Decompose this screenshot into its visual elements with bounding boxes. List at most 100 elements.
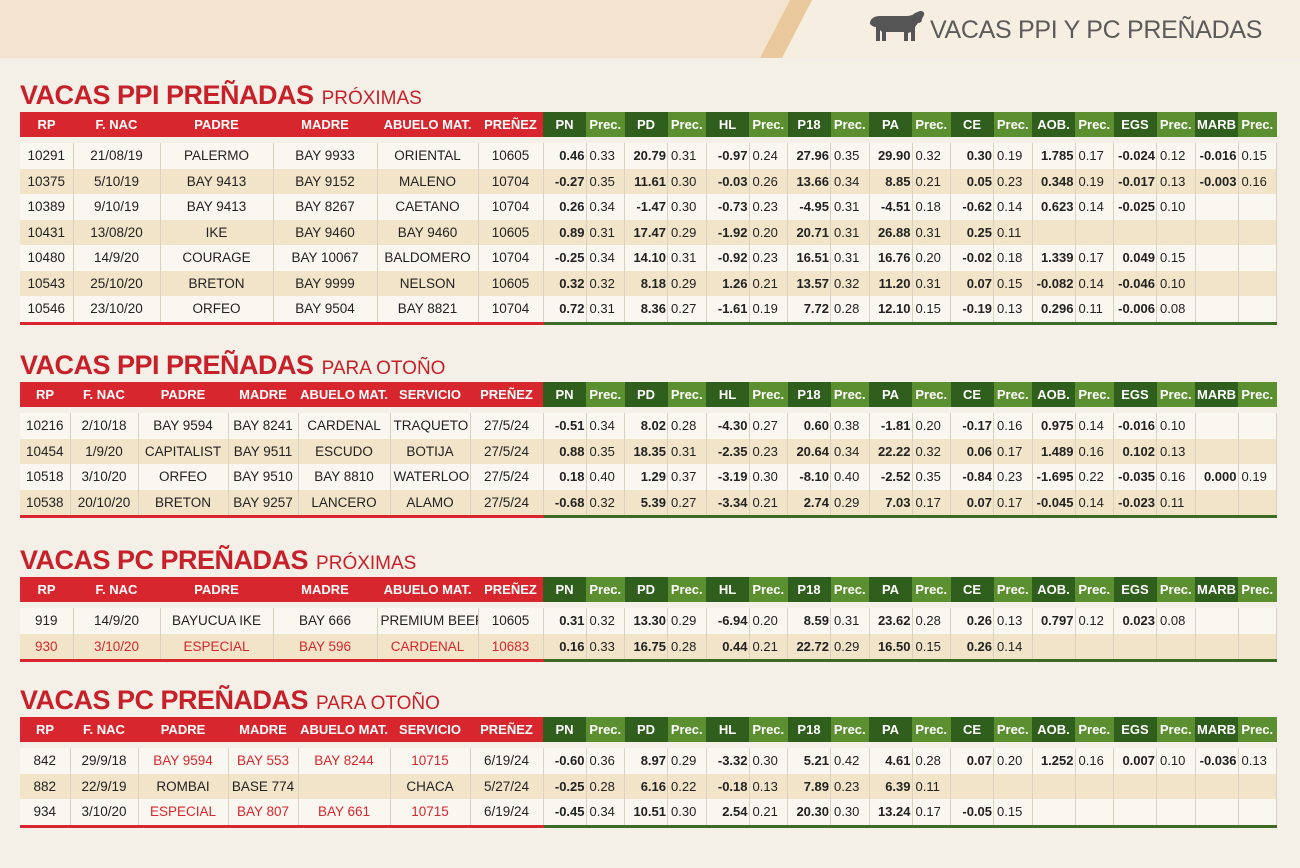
table-cell: 0.15: [993, 799, 1033, 828]
column-header: MADRE: [273, 577, 377, 602]
table-row: 10216 2/10/18 BAY 9594 BAY 8241 CARDENAL TRAQ…: [20, 413, 1277, 439]
table-cell: 0.13: [993, 296, 1033, 325]
table-cell: 0.16: [993, 413, 1033, 439]
table-cell: 20/10/20: [70, 489, 139, 518]
table-cell: -0.18: [706, 773, 750, 799]
column-header: PA: [869, 382, 912, 407]
table-cell: 0.11: [993, 219, 1033, 245]
table-cell: 1.785: [1032, 143, 1076, 169]
column-header: RP: [20, 717, 70, 742]
section-subtitle: PARA OTOÑO: [321, 358, 446, 379]
column-header: PN: [543, 717, 586, 742]
table-cell: 12.10: [869, 296, 913, 325]
table-row: 930 3/10/20 ESPECIAL BAY 596 CARDENAL 10683 0.…: [20, 633, 1277, 662]
table-cell: 10291: [20, 143, 74, 169]
table-cell: 0.29: [667, 608, 707, 634]
section-title-main: VACAS PC PREÑADAS: [20, 545, 309, 575]
table-cell: 0.25: [950, 219, 994, 245]
table-cell: [1238, 296, 1277, 325]
table-cell: 0.797: [1032, 608, 1076, 634]
table-cell: [1195, 489, 1239, 518]
table-cell: 0.17: [912, 489, 951, 518]
column-header: Prec.: [830, 382, 869, 407]
column-header: MARB: [1195, 382, 1238, 407]
table-cell: BOTIJA: [390, 438, 471, 464]
table-cell: 17.47: [624, 219, 668, 245]
table-cell: 919: [20, 608, 74, 634]
table-cell: BRETON: [138, 489, 229, 518]
table-row: 10546 23/10/20 ORFEO BAY 9504 BAY 8821 10704 0…: [20, 296, 1277, 325]
table-cell: 11.61: [624, 168, 668, 194]
table-cell: -0.025: [1113, 194, 1157, 220]
table-cell: [1238, 608, 1277, 634]
table-cell: 22/9/19: [70, 773, 139, 799]
table-cell: 0.10: [1156, 270, 1196, 296]
table-cell: 23/10/20: [73, 296, 161, 325]
table-cell: -0.92: [706, 245, 750, 271]
table-cell: BAY 9413: [160, 168, 274, 194]
column-header: Prec.: [912, 112, 951, 137]
table-cell: -0.016: [1113, 413, 1157, 439]
header-row: RP F. NAC PADRE MADRE ABUELO MAT. PREÑEZ PN Pre…: [20, 577, 1277, 602]
table-cell: 6.39: [869, 773, 913, 799]
table-cell: ORIENTAL: [377, 143, 479, 169]
table-cell: 0.18: [543, 464, 587, 490]
table-cell: 0.13: [1156, 168, 1196, 194]
table-cell: 0.15: [1238, 143, 1277, 169]
table-cell: -0.25: [543, 245, 587, 271]
table-cell: 10375: [20, 168, 74, 194]
table-row: 882 22/9/19 ROMBAI BASE 774 CHACA 5/27/24 -0.2…: [20, 773, 1277, 799]
table-cell: 11.20: [869, 270, 913, 296]
column-header: Prec.: [586, 112, 625, 137]
table-cell: 0.31: [830, 194, 870, 220]
table-cell: [298, 773, 391, 799]
table-cell: [1238, 633, 1277, 662]
table-cell: 10605: [478, 608, 544, 634]
table-cell: 8.36: [624, 296, 668, 325]
table-cell: 0.17: [1075, 245, 1114, 271]
table-cell: [1195, 296, 1239, 325]
table-cell: 27/5/24: [470, 438, 544, 464]
table-cell: -4.95: [787, 194, 831, 220]
table-cell: BAY 8267: [273, 194, 378, 220]
table-cell: -8.10: [787, 464, 831, 490]
table-cell: 9/10/19: [73, 194, 161, 220]
column-header: Prec.: [749, 577, 788, 602]
table-cell: 0.32: [586, 270, 625, 296]
table-row: 842 29/9/18 BAY 9594 BAY 553 BAY 8244 10715 6/…: [20, 748, 1277, 774]
table-cell: 0.34: [586, 413, 625, 439]
column-header: Prec.: [1075, 717, 1114, 742]
table-cell: 1.29: [624, 464, 668, 490]
table-cell: [1032, 799, 1076, 828]
column-header: Prec.: [1075, 577, 1114, 602]
table-cell: BAY 661: [298, 799, 391, 828]
table-cell: 0.31: [830, 608, 870, 634]
table-cell: 8.18: [624, 270, 668, 296]
table-cell: BAY 9511: [228, 438, 299, 464]
table-cell: 0.36: [586, 748, 625, 774]
column-header: Prec.: [993, 112, 1032, 137]
table-cell: 0.28: [912, 748, 951, 774]
table-cell: -0.05: [950, 799, 994, 828]
column-header: Prec.: [993, 577, 1032, 602]
table-cell: 0.32: [586, 608, 625, 634]
table-cell: -0.62: [950, 194, 994, 220]
table-cell: 27/5/24: [470, 413, 544, 439]
table-cell: [1238, 773, 1277, 799]
table-cell: 0.14: [993, 194, 1033, 220]
table-cell: 0.19: [1238, 464, 1277, 490]
table-cell: [1156, 633, 1196, 662]
table-cell: 10543: [20, 270, 74, 296]
column-header: Prec.: [993, 382, 1032, 407]
table-cell: 0.28: [586, 773, 625, 799]
column-header: RP: [20, 382, 70, 407]
column-header: PADRE: [138, 717, 228, 742]
table-cell: 0.007: [1113, 748, 1157, 774]
column-header: PREÑEZ: [470, 382, 543, 407]
table-cell: 10518: [20, 464, 71, 490]
table-cell: 0.12: [1075, 608, 1114, 634]
column-header: PA: [869, 717, 912, 742]
table-cell: 0.16: [1075, 748, 1114, 774]
table-cell: 0.13: [1156, 438, 1196, 464]
table-cell: 0.22: [667, 773, 707, 799]
